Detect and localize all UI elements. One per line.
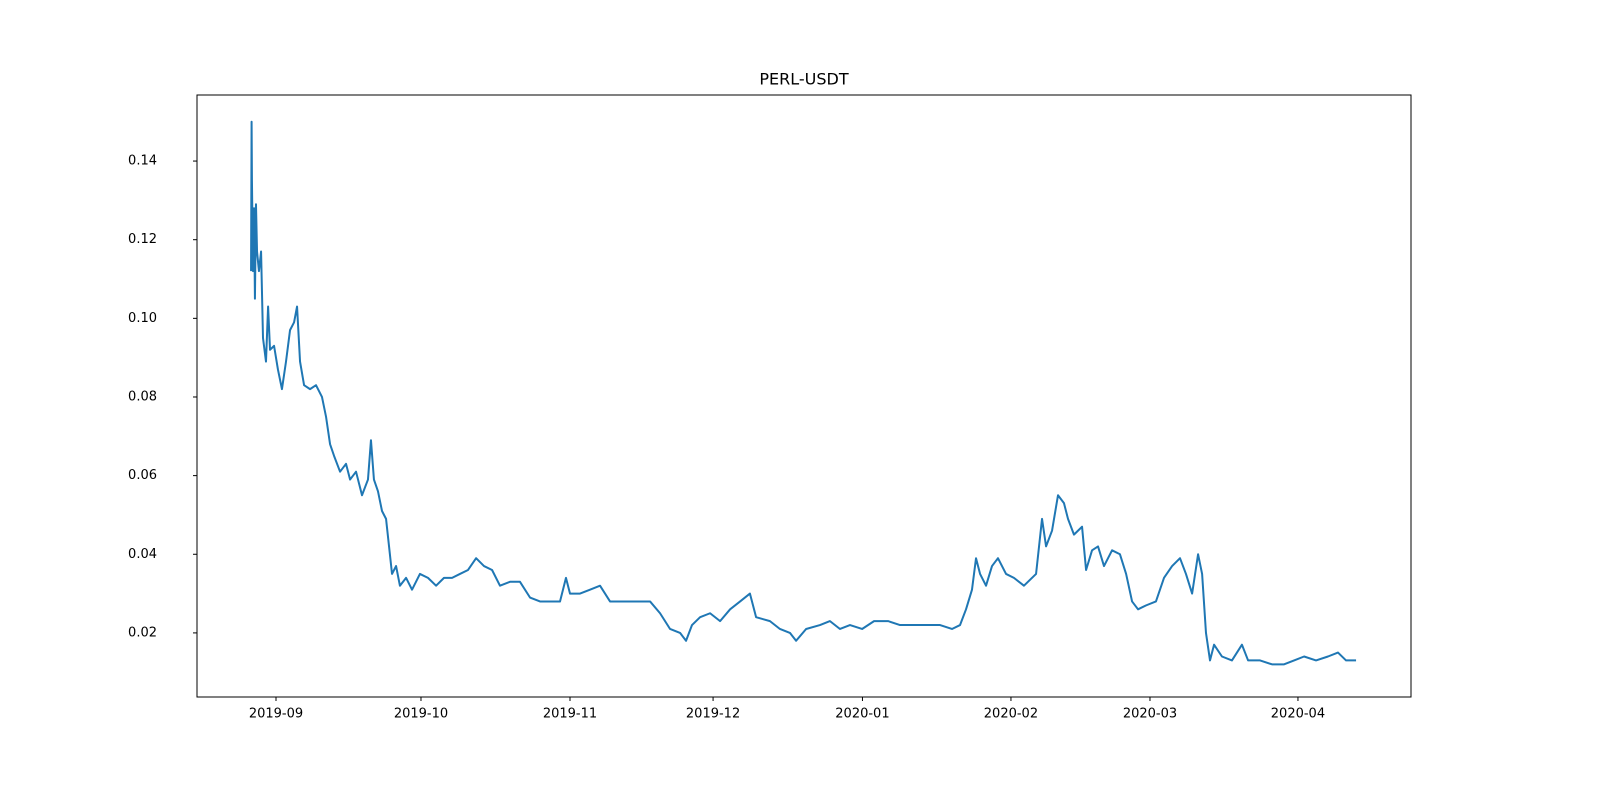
plot-frame (196, 94, 1412, 698)
price-line (250, 120, 1357, 666)
y-tick-label: 0.10 (128, 311, 157, 326)
x-tick-label: 2020-01 (835, 707, 889, 722)
x-tick-label: 2020-03 (1123, 707, 1177, 722)
x-tick-label: 2020-02 (984, 707, 1038, 722)
x-tick-label: 2019-09 (249, 707, 303, 722)
x-tick-label: 2019-11 (543, 707, 597, 722)
x-tick-label: 2019-10 (394, 707, 448, 722)
y-tick-label: 0.14 (128, 154, 157, 169)
y-tick-label: 0.08 (128, 389, 157, 404)
y-tick-label: 0.02 (128, 625, 157, 640)
x-tick-label: 2019-12 (686, 707, 740, 722)
chart-title: PERL-USDT (759, 70, 848, 89)
y-tick-label: 0.04 (128, 547, 157, 562)
y-tick-label: 0.12 (128, 232, 157, 247)
x-tick-label: 2020-04 (1271, 707, 1325, 722)
y-tick-label: 0.06 (128, 468, 157, 483)
